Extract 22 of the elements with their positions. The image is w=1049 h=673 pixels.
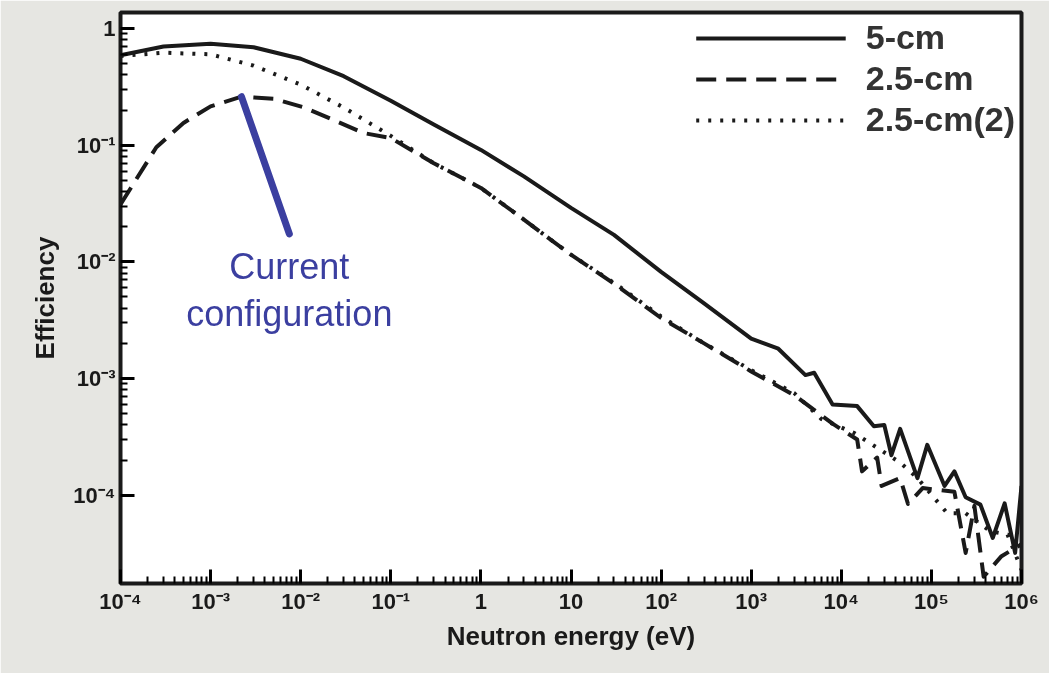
y-tick-label: 10⁻² (76, 249, 116, 275)
x-tick-label: 10⁻¹ (371, 588, 411, 614)
x-tick-label: 10⁻⁴ (99, 588, 142, 614)
legend-label: 2.5-cm (865, 59, 974, 98)
y-axis-title: Efficiency (30, 236, 61, 360)
x-tick-label: 10⁻³ (191, 588, 230, 614)
x-tick-label: 10⁻² (281, 588, 321, 614)
x-tick-label: 10⁵ (914, 588, 949, 614)
x-tick-label: 10 (558, 588, 584, 614)
legend-label: 5-cm (865, 18, 946, 57)
y-tick-label: 10⁻⁴ (73, 482, 116, 508)
annotation: Current configuration (186, 245, 393, 335)
x-axis-title: Neutron energy (eV) (446, 620, 696, 651)
x-tick-label: 10² (645, 588, 677, 614)
x-tick-label: 10³ (735, 588, 768, 614)
y-tick-label: 10⁻¹ (76, 132, 116, 158)
x-tick-label: 1 (474, 588, 488, 614)
x-tick-label: 10⁴ (823, 588, 859, 614)
legend-label: 2.5-cm(2) (865, 100, 1015, 139)
y-tick-label: 10⁻³ (76, 366, 116, 391)
x-tick-label: 10⁶ (1004, 588, 1039, 614)
y-tick-label: 1 (103, 15, 116, 41)
